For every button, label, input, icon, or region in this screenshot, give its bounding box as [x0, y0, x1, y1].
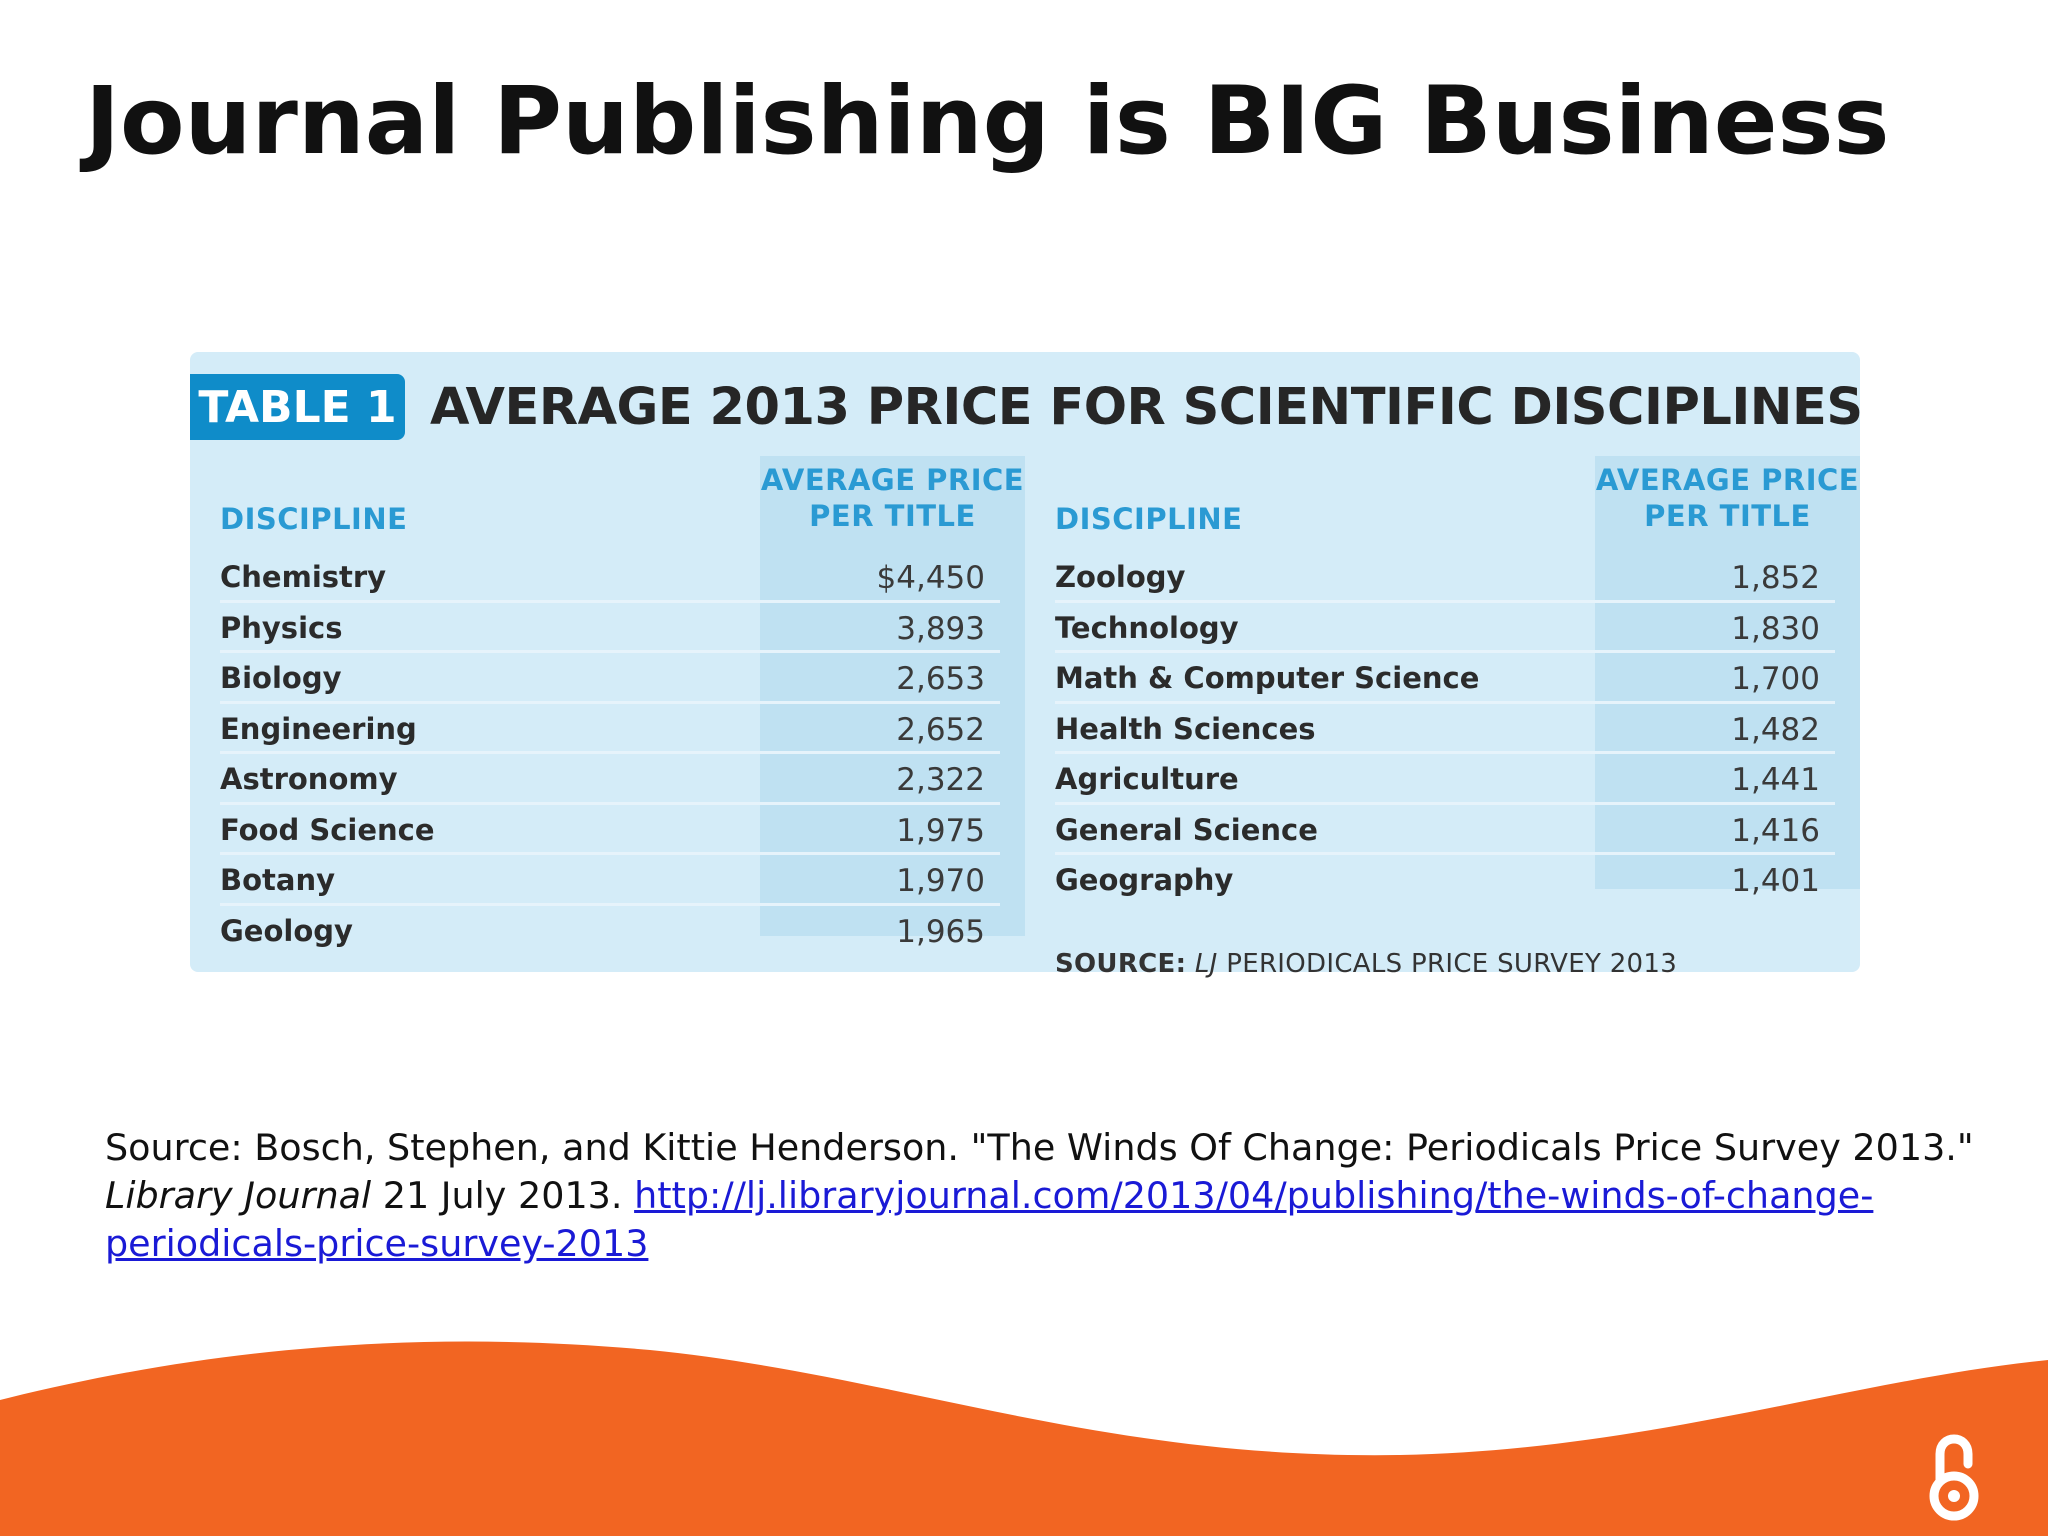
source-italic: LJ	[1194, 949, 1218, 979]
table-column-right: DISCIPLINE AVERAGE PRICE PER TITLE Zoolo…	[1055, 456, 1860, 979]
discipline-cell: Zoology	[1055, 560, 1186, 594]
discipline-cell: Biology	[220, 661, 342, 695]
price-cell: 3,893	[896, 610, 985, 647]
discipline-cell: Botany	[220, 863, 336, 897]
discipline-cell: General Science	[1055, 812, 1318, 847]
price-cell: 1,852	[1731, 560, 1820, 596]
price-cell: 2,653	[896, 661, 985, 697]
price-cell: 1,975	[896, 812, 985, 849]
discipline-cell: Agriculture	[1055, 762, 1239, 796]
slide-title: Journal Publishing is BIG Business	[85, 67, 1890, 176]
table-row: Geography 1,401	[1055, 855, 1835, 903]
table-row: Biology 2,653	[220, 653, 1000, 704]
header-average-price: AVERAGE PRICE PER TITLE	[760, 462, 1025, 534]
table-heading: AVERAGE 2013 PRICE FOR SCIENTIFIC DISCIP…	[430, 377, 1863, 437]
header-price-line1: AVERAGE PRICE	[760, 463, 1025, 497]
citation: Source: Bosch, Stephen, and Kittie Hende…	[105, 1124, 1985, 1268]
discipline-cell: Physics	[220, 610, 343, 645]
table-row: Math & Computer Science 1,700	[1055, 653, 1835, 704]
price-cell: 1,482	[1731, 711, 1820, 748]
open-access-icon	[1929, 1434, 1979, 1521]
discipline-cell: Geology	[220, 913, 353, 948]
discipline-cell: Health Sciences	[1055, 711, 1316, 746]
citation-link[interactable]: http://lj.libraryjournal.com/2013/04/pub…	[105, 1174, 1874, 1265]
column-header: DISCIPLINE AVERAGE PRICE PER TITLE	[1055, 456, 1859, 552]
price-cell: 1,441	[1731, 762, 1820, 798]
discipline-cell: Chemistry	[220, 560, 387, 594]
discipline-cell: Technology	[1055, 610, 1239, 645]
price-cell: 2,652	[896, 711, 985, 748]
source-label: SOURCE:	[1055, 949, 1187, 979]
price-cell: 2,322	[896, 762, 985, 798]
price-cell: 1,700	[1731, 661, 1820, 697]
column-header: DISCIPLINE AVERAGE PRICE PER TITLE	[220, 456, 1024, 552]
table-row: Botany 1,970	[220, 855, 1000, 906]
discipline-cell: Food Science	[220, 812, 435, 847]
price-cell: 1,401	[1731, 863, 1820, 899]
right-rows: Zoology 1,852 Technology 1,830 Math & Comput…	[1055, 552, 1835, 903]
left-rows: Chemistry $4,450 Physics 3,893 Biology 2,653 E…	[220, 552, 1000, 953]
table-source-note: SOURCE: LJ PERIODICALS PRICE SURVEY 2013	[1055, 949, 1677, 979]
orange-wave-footer	[0, 1341, 2048, 1536]
table-row: Physics 3,893	[220, 603, 1000, 653]
table-row: Astronomy 2,322	[220, 754, 1000, 805]
price-cell: 1,965	[896, 913, 985, 950]
discipline-cell: Astronomy	[220, 762, 398, 796]
table-row: Engineering 2,652	[220, 704, 1000, 754]
price-cell: 1,830	[1731, 610, 1820, 647]
table-row: General Science 1,416	[1055, 805, 1835, 855]
price-cell: $4,450	[876, 560, 985, 596]
price-column-band	[1595, 456, 1860, 889]
table-row: Health Sciences 1,482	[1055, 704, 1835, 754]
price-cell: 1,970	[896, 863, 985, 899]
table-row: Zoology 1,852	[1055, 552, 1835, 603]
header-price-line2: PER TITLE	[1644, 499, 1811, 533]
price-cell: 1,416	[1731, 812, 1820, 849]
discipline-cell: Math & Computer Science	[1055, 661, 1480, 695]
header-price-line1: AVERAGE PRICE	[1595, 463, 1860, 497]
price-column-band	[760, 456, 1025, 936]
source-text: PERIODICALS PRICE SURVEY 2013	[1226, 949, 1678, 979]
citation-text: Source: Bosch, Stephen, and Kittie Hende…	[105, 1126, 1974, 1169]
price-table-card: TABLE 1 AVERAGE 2013 PRICE FOR SCIENTIFI…	[190, 352, 1863, 979]
table-column-left: DISCIPLINE AVERAGE PRICE PER TITLE Chemi…	[220, 456, 1025, 953]
table-row: Technology 1,830	[1055, 603, 1835, 653]
header-discipline: DISCIPLINE	[1055, 502, 1243, 536]
citation-date: 21 July 2013.	[382, 1174, 623, 1217]
table-row: Geology 1,965	[220, 906, 1000, 954]
table-tag: TABLE 1	[190, 374, 405, 440]
header-average-price: AVERAGE PRICE PER TITLE	[1595, 462, 1860, 534]
discipline-cell: Engineering	[220, 711, 417, 746]
table-row: Chemistry $4,450	[220, 552, 1000, 603]
header-discipline: DISCIPLINE	[220, 502, 408, 536]
table-row: Food Science 1,975	[220, 805, 1000, 855]
citation-journal: Library Journal	[105, 1174, 372, 1217]
header-price-line2: PER TITLE	[809, 499, 976, 533]
table-row: Agriculture 1,441	[1055, 754, 1835, 805]
discipline-cell: Geography	[1055, 863, 1234, 897]
